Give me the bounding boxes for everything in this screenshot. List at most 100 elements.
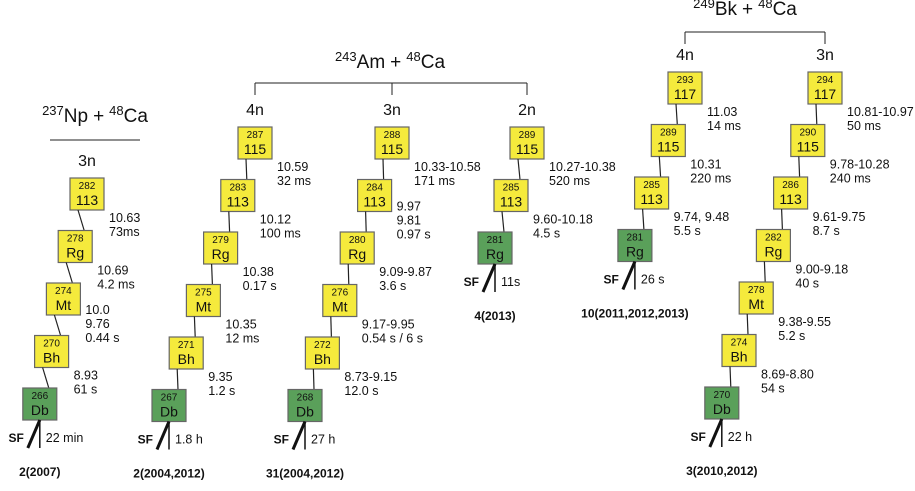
mass-number: 283 <box>229 183 246 194</box>
decay-link <box>517 158 521 180</box>
decay-info: 32 ms <box>277 174 311 188</box>
nuclide-box <box>168 336 204 370</box>
reaction-title: 243Am +48Ca <box>335 49 446 74</box>
element-symbol: Bh <box>730 349 747 365</box>
decay-info: 100 ms <box>260 227 301 241</box>
mass-number: 284 <box>366 183 383 194</box>
element-symbol: Rg <box>212 246 230 262</box>
decay-info: 9.97 <box>397 200 421 214</box>
element-symbol: Db <box>296 404 314 420</box>
mass-number: 48 <box>109 103 123 118</box>
element-symbol: 113 <box>640 191 663 207</box>
decay-link <box>746 313 749 335</box>
decay-info: 73ms <box>109 225 140 239</box>
element: Np <box>64 106 88 127</box>
sf-label: SF <box>8 431 23 445</box>
nuclide-box <box>220 178 256 213</box>
mass-number: 48 <box>406 49 420 64</box>
mass-number: 282 <box>79 181 96 192</box>
mass-number: 278 <box>748 285 765 296</box>
nuclide-box <box>650 123 686 158</box>
element-symbol: Rg <box>626 244 644 260</box>
element-symbol: 113 <box>76 192 99 208</box>
mass-number: 287 <box>247 130 264 141</box>
mass-number: 274 <box>731 338 748 349</box>
decay-info: 9.76 <box>85 317 109 331</box>
decay-info: 14 ms <box>707 119 741 133</box>
decay-info: 10.27-10.38 <box>549 160 616 174</box>
decay-info: 9.60-10.18 <box>533 213 593 227</box>
mass-number: 288 <box>384 130 401 141</box>
element-symbol: Db <box>31 402 49 418</box>
decay-info: 10.69 <box>97 264 128 278</box>
mass-number: 276 <box>331 288 348 299</box>
mass-number: 289 <box>660 128 677 139</box>
element-symbol: 113 <box>363 194 386 210</box>
nuclide-box <box>322 283 358 318</box>
nuclide-box <box>755 228 792 263</box>
decay-link <box>77 209 85 231</box>
decay-info: 10.63 <box>109 211 140 225</box>
mass-number: 289 <box>519 130 536 141</box>
decay-info: 10.12 <box>260 213 291 227</box>
nuclide-box <box>509 126 545 160</box>
nuclide-box <box>287 388 323 423</box>
decay-info: 10.38 <box>243 265 274 279</box>
decay-info: 40 s <box>795 277 819 291</box>
decay-link <box>729 366 732 388</box>
mass-number: 286 <box>782 180 799 191</box>
decay-info: 9.35 <box>208 370 232 384</box>
sf-line <box>291 420 307 451</box>
decay-info: 4.2 ms <box>97 278 135 292</box>
decay-info: 10.0 <box>85 303 109 317</box>
mass-number: 270 <box>713 390 730 401</box>
decay-info: 220 ms <box>690 172 731 186</box>
element: Ca <box>421 52 446 73</box>
nuclide-box <box>633 176 670 210</box>
mass-number: 243 <box>335 49 357 64</box>
nuclide-box <box>237 126 273 160</box>
mass-number: 285 <box>643 180 660 191</box>
element-symbol: Mt <box>56 297 72 313</box>
element-symbol: Bh <box>314 351 331 367</box>
event-count: 2(2007) <box>19 465 60 479</box>
decay-link <box>193 316 196 338</box>
channel-label: 4n <box>676 47 694 64</box>
nuclide-box <box>45 282 82 316</box>
nuclide-box <box>374 126 410 160</box>
decay-info: 12 ms <box>225 332 259 346</box>
channel-label: 2n <box>518 102 536 119</box>
mass-number: 293 <box>677 75 694 86</box>
element-symbol: 115 <box>244 141 267 157</box>
event-count: 2(2004,2012) <box>133 467 204 481</box>
element: Bk <box>715 0 738 20</box>
decay-info: 9.17-9.95 <box>362 318 415 332</box>
decay-link <box>781 208 783 230</box>
decay-info: 10.33-10.58 <box>414 160 481 174</box>
decay-link <box>658 156 662 178</box>
decay-info: 12.0 s <box>344 384 378 398</box>
mass-number: 271 <box>178 340 195 351</box>
decay-link <box>382 158 385 180</box>
decay-info: 5.5 s <box>674 224 701 238</box>
sf-time: 1.8 h <box>175 433 203 447</box>
element: Ca <box>124 106 149 127</box>
element-symbol: 117 <box>674 86 697 102</box>
event-count: 10(2011,2012,2013) <box>581 307 688 321</box>
element: Am <box>357 52 386 73</box>
event-count: 3(2010,2012) <box>686 464 757 478</box>
decay-link <box>53 314 62 336</box>
element-symbol: Db <box>713 401 731 417</box>
element-symbol: Bh <box>43 350 60 366</box>
plus: + <box>93 106 104 127</box>
decay-info: 54 s <box>761 382 785 396</box>
sf-time: 11s <box>501 275 520 289</box>
decay-link <box>42 367 50 389</box>
decay-link <box>763 261 766 283</box>
decay-info: 10.59 <box>277 160 308 174</box>
element-symbol: Mt <box>748 296 764 312</box>
element-symbol: Rg <box>66 245 84 261</box>
mass-number: 266 <box>31 391 48 402</box>
decay-info: 3.6 s <box>379 279 406 293</box>
mass-number: 290 <box>799 128 816 139</box>
